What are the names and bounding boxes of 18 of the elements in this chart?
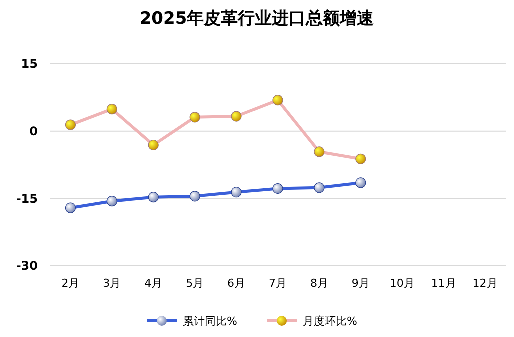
y-tick-label: 15	[21, 57, 38, 72]
x-tick-label: 7月	[269, 276, 287, 290]
x-tick-label: 8月	[310, 276, 328, 290]
y-tick-label: 0	[30, 124, 38, 139]
x-tick-label: 10月	[390, 276, 415, 290]
legend-label: 累计同比%	[183, 314, 238, 328]
x-tick-label: 6月	[228, 276, 246, 290]
x-tick-label: 12月	[472, 276, 498, 290]
y-tick-label: -15	[16, 192, 38, 206]
y-tick-label: -30	[16, 259, 38, 274]
x-tick-label: 4月	[144, 276, 163, 290]
x-tick-label: 2月	[62, 276, 80, 290]
x-tick-label: 3月	[103, 276, 122, 290]
x-tick-label: 5月	[186, 276, 204, 290]
x-tick-label: 9月	[352, 276, 370, 290]
legend-label: 月度环比%	[303, 314, 358, 328]
chart-title: 2025年皮革行业进口总额增速	[140, 9, 374, 29]
x-tick-label: 11月	[431, 276, 456, 290]
